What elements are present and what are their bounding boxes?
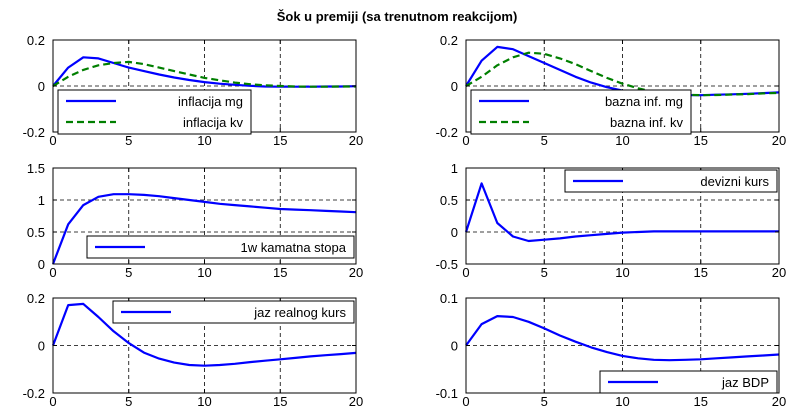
x-tick-label: 20 bbox=[772, 394, 786, 409]
y-tick-label: 0 bbox=[38, 339, 45, 354]
x-tick-label: 20 bbox=[772, 133, 786, 148]
x-tick-label: 10 bbox=[615, 394, 629, 409]
legend-label: 1w kamatna stopa bbox=[240, 240, 346, 255]
legend-box bbox=[57, 89, 252, 135]
x-tick-label: 0 bbox=[462, 133, 469, 148]
series-line-2 bbox=[52, 60, 356, 88]
x-tick-label: 0 bbox=[49, 133, 56, 148]
y-tick-label: 0 bbox=[38, 257, 45, 272]
y-tick-label: 0 bbox=[451, 339, 458, 354]
y-tick-label: 0 bbox=[451, 79, 458, 94]
chart-panel-6: 0 5 10 15 20 -0.1 0 0.1 jaz BDP bbox=[436, 291, 787, 409]
legend-label: devizni kurs bbox=[700, 174, 769, 189]
y-tick-label: 0.2 bbox=[27, 33, 45, 48]
x-tick-label: 15 bbox=[694, 265, 708, 280]
y-tick-label: 0.2 bbox=[27, 291, 45, 306]
series-line-2 bbox=[465, 51, 780, 97]
x-tick-label: 20 bbox=[772, 265, 786, 280]
legend-label: bazna inf. mg bbox=[605, 94, 683, 109]
x-tick-label: 10 bbox=[197, 265, 211, 280]
legend-box bbox=[599, 370, 778, 394]
legend: bazna inf. mg bazna inf. kv bbox=[470, 89, 692, 135]
x-tick-label: 15 bbox=[273, 265, 287, 280]
x-tick-label: 20 bbox=[349, 265, 363, 280]
x-tick-label: 5 bbox=[541, 133, 548, 148]
x-tick-label: 15 bbox=[273, 394, 287, 409]
x-tick-label: 15 bbox=[694, 394, 708, 409]
y-tick-label: 0.5 bbox=[440, 193, 458, 208]
y-tick-label: -0.1 bbox=[436, 386, 458, 401]
series-line-1 bbox=[464, 182, 779, 243]
chart-panel-5: 0 5 10 15 20 -0.2 0 0.2 jaz realnog kurs bbox=[23, 291, 364, 409]
series-line-1 bbox=[465, 315, 780, 362]
chart-panel-3: 0 5 10 15 20 0 0.5 1 1.5 1w kamatna stopa bbox=[27, 161, 363, 280]
y-tick-label: 1 bbox=[451, 161, 458, 176]
y-tick-label: 1 bbox=[38, 193, 45, 208]
x-tick-label: 15 bbox=[273, 133, 287, 148]
x-tick-label: 20 bbox=[349, 394, 363, 409]
x-tick-label: 5 bbox=[125, 394, 132, 409]
x-tick-label: 5 bbox=[125, 133, 132, 148]
legend-box bbox=[564, 169, 778, 193]
y-tick-label: 0 bbox=[451, 225, 458, 240]
chart-panel-1: 0 5 10 15 20 -0.2 0 0.2 inflacija mg inflacija kv bbox=[23, 33, 364, 148]
figure-title: Šok u premiji (sa trenutnom reakcijom) bbox=[277, 9, 518, 24]
x-tick-label: 5 bbox=[541, 265, 548, 280]
legend: jaz BDP bbox=[599, 370, 778, 394]
legend: devizni kurs bbox=[564, 169, 778, 193]
legend-label: jaz BDP bbox=[721, 375, 769, 390]
x-tick-label: 15 bbox=[694, 133, 708, 148]
chart-panel-4: 0 5 10 15 20 -0.5 0 0.5 1 devizni kurs bbox=[436, 161, 787, 280]
x-tick-label: 10 bbox=[615, 133, 629, 148]
y-tick-label: -0.5 bbox=[436, 257, 458, 272]
x-tick-label: 10 bbox=[197, 133, 211, 148]
y-tick-label: 0.2 bbox=[440, 33, 458, 48]
y-tick-label: -0.2 bbox=[23, 125, 45, 140]
legend-label: bazna inf. kv bbox=[610, 115, 683, 130]
legend-label: inflacija kv bbox=[183, 115, 243, 130]
y-tick-label: -0.2 bbox=[23, 386, 45, 401]
series-line-1 bbox=[51, 302, 357, 367]
x-tick-label: 5 bbox=[125, 265, 132, 280]
legend-box bbox=[112, 300, 355, 324]
series-line-1 bbox=[51, 193, 357, 265]
y-tick-label: 0.1 bbox=[440, 291, 458, 306]
x-tick-label: 0 bbox=[462, 265, 469, 280]
legend-label: inflacija mg bbox=[178, 94, 243, 109]
y-tick-label: 0 bbox=[38, 79, 45, 94]
x-tick-label: 10 bbox=[197, 394, 211, 409]
legend: inflacija mg inflacija kv bbox=[57, 89, 252, 135]
x-tick-label: 10 bbox=[615, 265, 629, 280]
x-tick-label: 20 bbox=[349, 133, 363, 148]
legend-box bbox=[86, 235, 355, 259]
y-tick-label: 0.5 bbox=[27, 225, 45, 240]
legend-label: jaz realnog kurs bbox=[253, 305, 346, 320]
y-tick-label: -0.2 bbox=[436, 125, 458, 140]
x-tick-label: 0 bbox=[462, 394, 469, 409]
x-tick-label: 0 bbox=[49, 265, 56, 280]
x-tick-label: 0 bbox=[49, 394, 56, 409]
legend: 1w kamatna stopa bbox=[86, 235, 355, 259]
legend: jaz realnog kurs bbox=[112, 300, 355, 324]
legend-box bbox=[470, 89, 692, 135]
x-tick-label: 5 bbox=[541, 394, 548, 409]
y-tick-label: 1.5 bbox=[27, 161, 45, 176]
